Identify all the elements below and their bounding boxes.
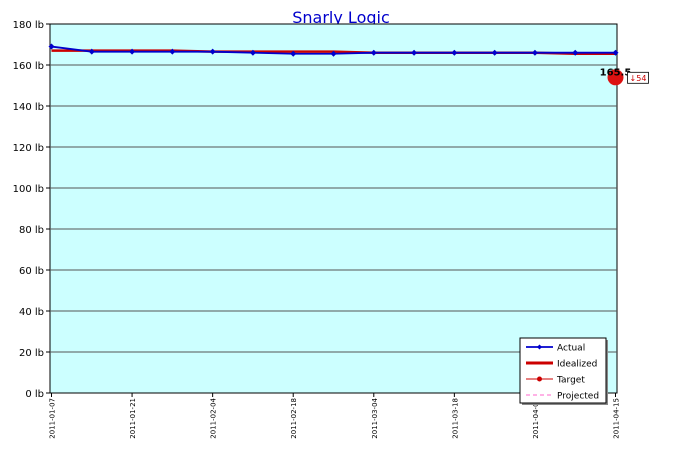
- y-axis: 0 lb 20 lb 40 lb 60 lb 80 lb 100 lb 120 lb 140 …: [13, 20, 50, 400]
- actual-point: [88, 48, 95, 55]
- y-tick-label: 0 lb: [25, 389, 44, 400]
- y-tick-label: 40 lb: [19, 307, 44, 318]
- x-tick-label: 2011-01-21: [129, 398, 137, 439]
- chart-title: Snarly Logic: [292, 8, 390, 27]
- plot-area: [49, 23, 618, 394]
- y-tick-label: 180 lb: [13, 20, 44, 31]
- actual-point: [612, 49, 619, 56]
- y-tick-label: 160 lb: [13, 61, 44, 72]
- delta-box: [627, 71, 649, 84]
- actual-point: [572, 49, 579, 56]
- actual-point: [370, 49, 377, 56]
- legend-marker: [537, 376, 542, 382]
- delta-label: ↓54: [630, 74, 647, 83]
- actual-point: [531, 49, 538, 56]
- legend-label: Projected: [557, 392, 599, 402]
- actual-point: [290, 50, 297, 57]
- actual-point: [48, 43, 55, 50]
- x-tick-label: 2011-01-07: [49, 398, 57, 439]
- x-tick-label: 2011-04-01: [532, 398, 540, 439]
- legend: Actual Idealized Target Projected: [519, 337, 608, 405]
- annotations: 165.5 ↓54: [600, 68, 649, 84]
- legend-label: Idealized: [557, 360, 597, 370]
- legend-label: Actual: [557, 344, 585, 354]
- actual-point: [249, 49, 256, 56]
- actual-point: [491, 49, 498, 56]
- x-tick-label: 2011-04-15: [613, 398, 621, 439]
- gridlines: [50, 64, 617, 353]
- series-layer: [48, 43, 624, 86]
- x-axis: 2011-01-07 2011-01-21 2011-02-04 2011-02-18…: [49, 393, 621, 439]
- y-tick-label: 60 lb: [19, 266, 44, 277]
- actual-point: [451, 49, 458, 56]
- x-tick-label: 2011-02-18: [290, 398, 298, 439]
- x-tick-label: 2011-03-04: [371, 397, 379, 438]
- x-tick-label: 2011-03-18: [451, 398, 459, 439]
- y-tick-label: 100 lb: [13, 184, 44, 195]
- y-tick-label: 120 lb: [13, 143, 44, 154]
- legend-box: [519, 337, 607, 404]
- actual-point: [169, 48, 176, 55]
- y-tick-label: 20 lb: [19, 348, 44, 359]
- y-tick-label: 140 lb: [13, 102, 44, 113]
- target-point: [607, 69, 624, 86]
- current-value-label: 165.5: [600, 68, 632, 79]
- actual-point: [330, 50, 337, 57]
- actual-point: [129, 48, 136, 55]
- legend-marker: [537, 344, 542, 350]
- x-tick-label: 2011-02-04: [210, 397, 218, 438]
- y-tick-label: 80 lb: [19, 225, 44, 236]
- actual-point: [411, 49, 418, 56]
- actual-point: [209, 48, 216, 55]
- legend-label: Target: [556, 376, 585, 386]
